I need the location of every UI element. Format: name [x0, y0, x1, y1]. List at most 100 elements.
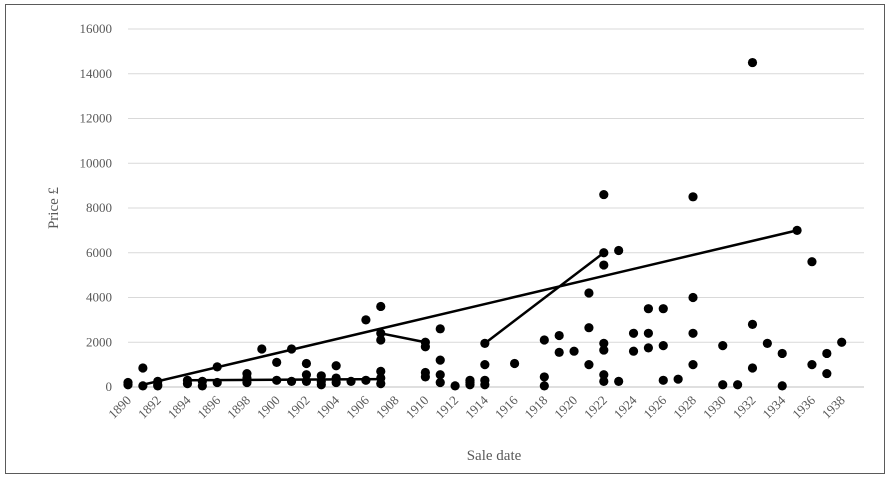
- data-point: [733, 380, 743, 390]
- data-point: [643, 304, 654, 314]
- data-point: [792, 225, 802, 235]
- data-point: [376, 379, 386, 389]
- x-tick-label: 1890: [105, 393, 134, 422]
- x-tick-label: 1910: [403, 393, 432, 422]
- x-tick-label: 1896: [194, 392, 223, 421]
- data-point: [242, 377, 252, 388]
- data-point: [361, 375, 371, 385]
- data-point: [272, 357, 282, 367]
- x-tick-label: 1920: [551, 393, 580, 422]
- data-point: [628, 346, 639, 356]
- data-point: [376, 328, 386, 338]
- data-point: [301, 370, 312, 380]
- data-point: [123, 380, 133, 390]
- data-point: [301, 376, 312, 387]
- x-tick-label: 1934: [759, 392, 788, 421]
- x-axis-title: Sale date: [467, 448, 522, 464]
- x-tick-labels: 1890 1892 1894 1896 1898 1900 1902 1904 1906 1908…: [105, 392, 848, 421]
- data-point: [361, 315, 371, 325]
- x-tick-label: 1938: [819, 393, 848, 422]
- data-point: [480, 360, 490, 370]
- gridlines: [128, 28, 864, 343]
- x-tick-label: 1924: [611, 392, 640, 421]
- data-point: [450, 381, 460, 391]
- data-point: [807, 360, 817, 370]
- data-point: [539, 335, 549, 345]
- data-point: [614, 245, 624, 256]
- trend-line: [380, 332, 426, 344]
- y-tick-label: 10000: [80, 155, 113, 170]
- x-tick-label: 1908: [373, 393, 402, 422]
- x-tick-label: 1912: [432, 393, 461, 422]
- data-point: [643, 328, 654, 338]
- y-tick-label: 2000: [86, 334, 112, 349]
- data-point: [539, 372, 549, 382]
- data-point: [376, 301, 386, 312]
- x-tick-label: 1932: [730, 393, 759, 422]
- data-point: [777, 381, 787, 391]
- y-tick-label: 16000: [80, 21, 113, 36]
- x-tick-label: 1916: [492, 392, 521, 421]
- x-tick-label: 1906: [343, 392, 372, 421]
- x-tick-label: 1928: [670, 393, 699, 422]
- y-tick-label: 8000: [86, 200, 112, 215]
- data-point: [197, 376, 207, 387]
- data-point: [554, 347, 564, 357]
- trend-line: [484, 251, 605, 345]
- data-point: [658, 341, 668, 351]
- y-axis-title: Price £: [46, 186, 62, 229]
- data-point: [286, 344, 297, 354]
- x-tick-label: 1900: [254, 393, 283, 422]
- data-point: [480, 338, 490, 348]
- data-point: [673, 374, 683, 384]
- data-point: [747, 363, 758, 373]
- data-point: [212, 362, 222, 372]
- data-point: [599, 345, 609, 355]
- data-point: [599, 248, 609, 258]
- data-point: [837, 337, 847, 347]
- data-point: [138, 381, 148, 391]
- data-point: [480, 380, 490, 390]
- data-point: [822, 368, 832, 379]
- x-tick-label: 1904: [313, 392, 342, 421]
- data-point: [614, 376, 624, 387]
- data-point: [376, 366, 386, 376]
- data-point: [331, 377, 341, 388]
- data-point: [286, 376, 297, 387]
- x-tick-label: 1914: [462, 392, 491, 421]
- data-point: [599, 376, 609, 387]
- data-point: [301, 358, 312, 369]
- data-point: [822, 348, 832, 359]
- data-point: [272, 375, 282, 385]
- y-tick-label: 14000: [80, 66, 113, 81]
- x-tick-label: 1922: [581, 393, 610, 422]
- data-point: [257, 344, 267, 354]
- x-tick-label: 1936: [789, 392, 818, 421]
- data-point: [747, 319, 758, 329]
- data-point: [435, 377, 445, 388]
- data-point: [539, 381, 549, 391]
- data-point: [182, 379, 193, 389]
- data-point: [346, 376, 356, 387]
- data-point: [762, 338, 772, 348]
- data-point: [331, 361, 341, 371]
- x-tick-label: 1892: [135, 393, 164, 422]
- data-point: [688, 192, 698, 202]
- data-point: [569, 346, 579, 356]
- data-point: [420, 372, 430, 382]
- data-point: [212, 377, 222, 388]
- data-point: [658, 304, 668, 314]
- data-point: [747, 57, 758, 68]
- x-tick-label: 1894: [165, 392, 194, 421]
- x-tick-label: 1902: [284, 393, 313, 422]
- x-tick-label: 1918: [521, 393, 550, 422]
- data-point: [688, 360, 698, 370]
- x-tick-label: 1926: [640, 392, 669, 421]
- data-point: [420, 342, 430, 352]
- data-point: [599, 260, 609, 270]
- data-point: [599, 189, 609, 200]
- data-point: [138, 363, 148, 373]
- data-point: [718, 380, 728, 390]
- trend-lines: [142, 229, 798, 386]
- data-point: [435, 324, 445, 334]
